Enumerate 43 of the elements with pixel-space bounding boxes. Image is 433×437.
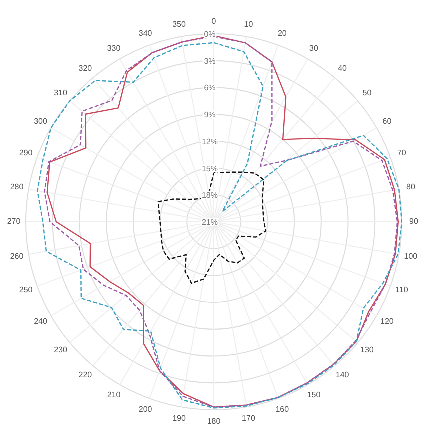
y-tick-label: 3% (204, 56, 216, 66)
spoke-label: 110 (396, 286, 409, 295)
spoke-label: 320 (78, 64, 93, 73)
spoke-label: 190 (172, 414, 186, 424)
spoke-label: 80 (406, 182, 416, 192)
spoke-label: 340 (138, 29, 153, 38)
spoke-label: 150 (307, 390, 322, 400)
spoke-label: 250 (19, 286, 34, 295)
spoke-label: 230 (54, 346, 68, 355)
spoke-label: 70 (397, 148, 407, 158)
spoke-label: 20 (278, 29, 288, 38)
spoke-label: 200 (138, 405, 153, 414)
spoke-label: 330 (107, 44, 122, 53)
y-tick-label: 18% (202, 191, 218, 200)
spoke-label: 50 (362, 88, 372, 98)
spoke-label: 260 (10, 252, 24, 261)
spoke-label: 240 (34, 317, 48, 326)
spoke-label: 140 (336, 370, 350, 380)
spoke-label: 60 (382, 117, 392, 126)
spoke-label: 270 (7, 217, 22, 226)
spoke-label: 130 (360, 346, 374, 355)
spoke-label: 40 (338, 64, 348, 73)
y-tick-label: 21% (202, 218, 218, 227)
spoke-label: 210 (107, 390, 122, 400)
spoke-label: 180 (207, 417, 222, 426)
spoke-label: 350 (172, 20, 186, 30)
spoke-label: 10 (244, 20, 254, 30)
spoke-label: 310 (54, 88, 68, 98)
y-tick-label: 12% (202, 137, 218, 146)
spoke-label: 100 (404, 252, 418, 261)
spoke-label: 220 (78, 370, 93, 380)
y-tick-label: 9% (204, 110, 216, 120)
spoke-label: 120 (380, 317, 394, 326)
spoke-label: 280 (10, 182, 24, 192)
spoke-label: 30 (310, 44, 319, 53)
spoke-label: 0 (212, 17, 217, 26)
y-tick-label: 6% (204, 84, 216, 93)
spoke-label: 90 (410, 217, 419, 226)
spoke-label: 290 (19, 148, 34, 158)
spoke-label: 170 (242, 414, 256, 424)
spoke-label: 160 (276, 405, 290, 414)
y-tick-label: 15% (202, 164, 218, 174)
spoke-label: 300 (34, 117, 48, 126)
